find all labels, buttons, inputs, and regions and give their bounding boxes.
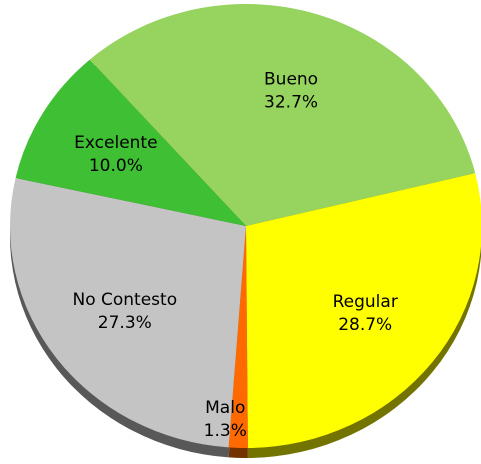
slice-label: Malo <box>205 398 245 418</box>
slice-value-label: 10.0% <box>89 156 143 176</box>
slice-label: Regular <box>333 292 398 312</box>
slice <box>228 226 248 448</box>
slice-label: Excelente <box>74 133 157 153</box>
slice-value-label: 32.7% <box>264 92 318 112</box>
slice-label: Bueno <box>264 69 318 89</box>
slice-value-label: 28.7% <box>338 315 392 335</box>
slice <box>89 4 476 226</box>
slice <box>15 59 246 227</box>
slice <box>9 177 246 448</box>
slice-value-label: 1.3% <box>204 421 247 441</box>
slice <box>246 173 481 448</box>
slice-label: No Contesto <box>72 290 177 310</box>
slice-value-label: 27.3% <box>98 313 152 333</box>
